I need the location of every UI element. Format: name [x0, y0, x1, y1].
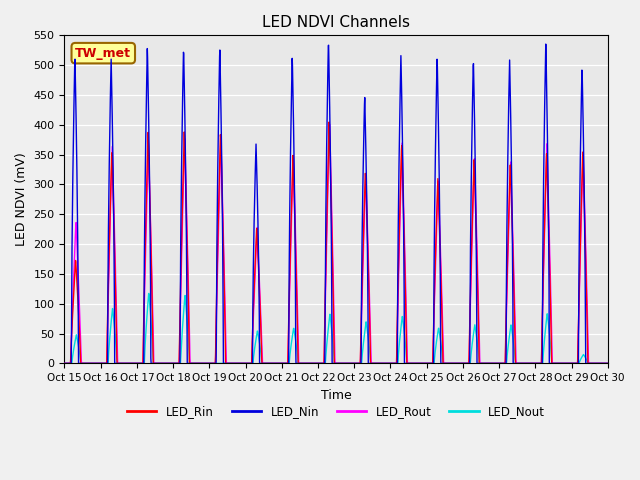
Title: LED NDVI Channels: LED NDVI Channels [262, 15, 410, 30]
Legend: LED_Rin, LED_Nin, LED_Rout, LED_Nout: LED_Rin, LED_Nin, LED_Rout, LED_Nout [122, 401, 550, 423]
Text: TW_met: TW_met [76, 47, 131, 60]
Y-axis label: LED NDVI (mV): LED NDVI (mV) [15, 153, 28, 246]
X-axis label: Time: Time [321, 389, 351, 402]
